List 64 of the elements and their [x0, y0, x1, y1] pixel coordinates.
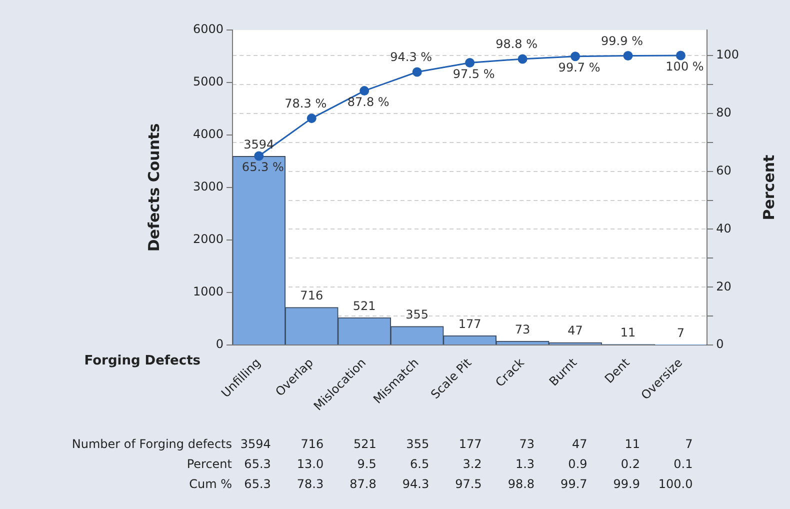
data-label: 87.8 %	[347, 94, 390, 109]
data-label: 65.3 %	[242, 160, 284, 174]
y2-tick-label: 0	[716, 337, 724, 352]
text: 99.9	[613, 477, 640, 492]
text: 0.1	[674, 457, 693, 472]
text: Cum %	[189, 477, 232, 492]
y2-tick-label: 20	[716, 279, 732, 294]
data-label: 11	[620, 326, 636, 340]
y-tick-label: 2000	[192, 232, 224, 246]
text: 73	[519, 437, 535, 452]
text: 1.3	[515, 457, 535, 472]
data-label: 716	[300, 288, 324, 303]
text: 6.5	[410, 457, 430, 472]
data-label: 99.9 %	[601, 34, 643, 48]
y-tick-label: 5000	[192, 74, 224, 89]
data-label: 7	[676, 326, 685, 340]
y2-tick-label: 80	[716, 106, 732, 120]
y2-tick-label: 40	[716, 221, 732, 236]
text: 98.8	[508, 477, 535, 492]
text: 177	[458, 437, 482, 452]
data-label: 78.3 %	[284, 96, 327, 110]
text: 87.8	[350, 477, 376, 492]
y-tick-label: 6000	[192, 22, 224, 36]
y2-tick-label: 100	[716, 48, 739, 62]
text: 3594	[240, 437, 271, 452]
data-label: 3594	[244, 137, 274, 152]
data-label: 177	[458, 316, 482, 331]
text: 521	[353, 437, 376, 452]
text: Percent	[186, 457, 232, 472]
text: 355	[406, 437, 430, 452]
x-axis-title: Forging Defects	[84, 353, 201, 368]
data-label: 97.5 %	[452, 66, 495, 81]
data-label: 99.7 %	[558, 60, 600, 74]
data-label: 73	[514, 322, 530, 336]
text: 0.2	[620, 457, 640, 472]
text: 78.3	[296, 477, 324, 492]
text: 9.5	[357, 457, 376, 472]
data-label: 47	[568, 324, 583, 338]
y-tick-label: 1000	[192, 284, 224, 299]
text: 11	[624, 437, 640, 452]
y2-axis-title: Percent	[760, 154, 778, 220]
data-label: 98.8 %	[496, 37, 538, 52]
text: 0.9	[568, 457, 588, 472]
data-label: 521	[352, 298, 376, 313]
text: 716	[300, 437, 324, 452]
text: 13.0	[296, 457, 324, 472]
text: 65.3	[244, 477, 271, 492]
text: 7	[685, 437, 693, 452]
y-tick-label: 3000	[192, 180, 224, 194]
data-label: 100 %	[666, 60, 704, 74]
y-axis-title: Defects Counts	[144, 123, 163, 252]
y2-tick-label: 60	[716, 163, 732, 178]
text: 47	[572, 437, 588, 452]
data-label: 355	[406, 308, 429, 322]
text: 94.3	[402, 477, 430, 492]
text: 100.0	[658, 477, 693, 492]
data-label: 94.3 %	[390, 50, 432, 64]
text: 97.5	[455, 477, 482, 492]
text: 3.2	[462, 457, 482, 472]
text: 99.7	[560, 477, 588, 492]
text: Number of Forging defects	[72, 437, 232, 452]
y-tick-label: 4000	[192, 127, 224, 142]
y-tick-label: 0	[216, 337, 224, 352]
text: 65.3	[244, 457, 271, 472]
